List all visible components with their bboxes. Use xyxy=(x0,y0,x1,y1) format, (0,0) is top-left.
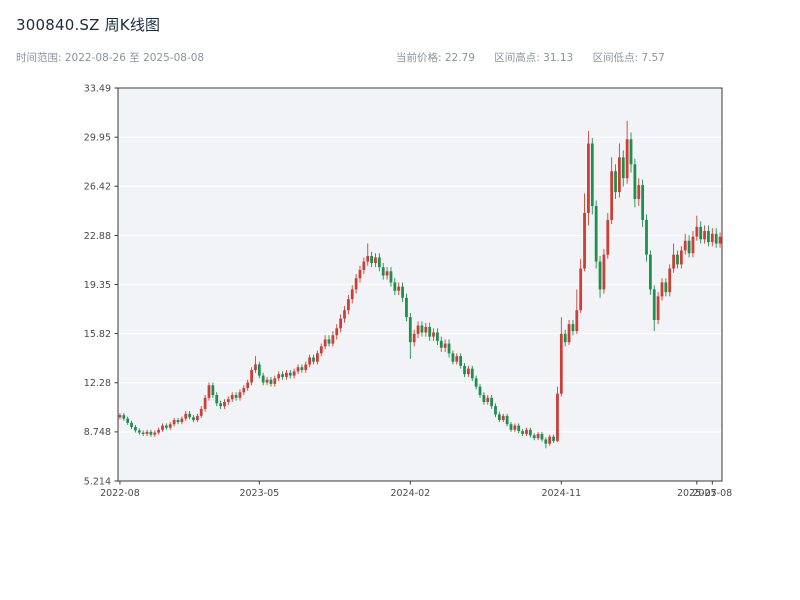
svg-text:2024-11: 2024-11 xyxy=(541,488,581,499)
svg-text:2023-05: 2023-05 xyxy=(239,488,279,499)
svg-text:29.95: 29.95 xyxy=(84,133,111,144)
svg-text:26.42: 26.42 xyxy=(84,182,111,193)
price-stats: 当前价格: 22.79 区间高点: 31.13 区间低点: 7.57 xyxy=(396,50,681,65)
svg-text:19.35: 19.35 xyxy=(84,280,111,291)
range-high-label: 区间高点: 31.13 xyxy=(494,52,574,64)
svg-text:2025-07: 2025-07 xyxy=(677,488,717,499)
kline-chart: 33.49 29.95 26.42 22.88 19.35 15.82 12.28 8.748… xyxy=(84,83,732,499)
date-range-label: 时间范围: 2022-08-26 至 2025-08-08 xyxy=(16,52,205,64)
svg-text:12.28: 12.28 xyxy=(84,378,111,389)
plot-border xyxy=(117,87,723,482)
svg-text:22.88: 22.88 xyxy=(84,231,111,242)
x-axis-labels: 2022-08 2023-05 2024-02 2024-11 2025-072025-… xyxy=(100,481,732,499)
svg-text:15.82: 15.82 xyxy=(84,329,111,340)
svg-text:2025-08: 2025-08 xyxy=(692,488,732,499)
svg-text:33.49: 33.49 xyxy=(84,83,111,94)
current-price-label: 当前价格: 22.79 xyxy=(396,52,475,64)
svg-text:2024-02: 2024-02 xyxy=(390,488,430,499)
candlestick-series xyxy=(118,120,722,449)
y-axis-labels: 33.49 29.95 26.42 22.88 19.35 15.82 12.28 8.748… xyxy=(84,83,118,487)
page-title: 300840.SZ 周K线图 xyxy=(16,16,161,34)
svg-text:8.748: 8.748 xyxy=(84,427,111,438)
svg-text:2022-08: 2022-08 xyxy=(100,488,140,499)
svg-text:5.214: 5.214 xyxy=(84,476,111,487)
range-low-label: 区间低点: 7.57 xyxy=(592,52,665,64)
